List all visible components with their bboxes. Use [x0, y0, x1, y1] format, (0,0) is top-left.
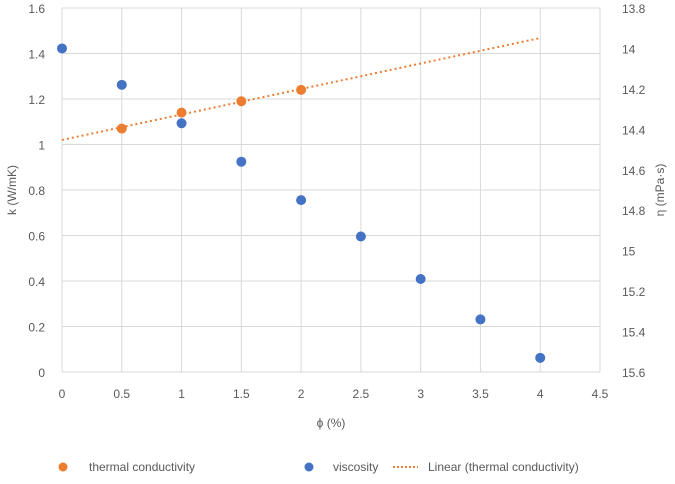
x-tick-label: 3.5: [472, 387, 489, 401]
y-tick-label: 1.2: [28, 93, 45, 107]
grid: [61, 7, 601, 373]
legend: thermal conductivity viscosity Linear (t…: [58, 460, 579, 474]
thermal-conductivity-point: [116, 123, 127, 134]
y2-tick-label: 15.2: [622, 285, 646, 299]
legend-label-thermal: thermal conductivity: [89, 460, 195, 474]
y2-axis-label: η (mPa·s): [653, 164, 667, 217]
trendline: [61, 37, 541, 141]
viscosity-point: [415, 273, 426, 284]
y-axis-label: k (W/mK): [5, 165, 19, 215]
viscosity-point: [116, 79, 127, 90]
y2-tick-label: 14.4: [622, 123, 646, 137]
viscosity-point: [355, 231, 366, 242]
x-tick-label: 2.5: [353, 387, 370, 401]
thermal-conductivity-point: [236, 96, 247, 107]
legend-label-trendline: Linear (thermal conductivity): [428, 460, 579, 474]
x-axis-label: ϕ (%): [317, 416, 346, 430]
x-tick-label: 1: [178, 387, 185, 401]
thermal-conductivity-point: [296, 84, 307, 95]
y-tick-label: 0.2: [28, 321, 45, 335]
y-tick-label: 0: [38, 366, 45, 380]
y2-tick-label: 13.8: [622, 2, 646, 16]
y-tick-label: 1: [38, 139, 45, 153]
y-tick-label: 0.6: [28, 230, 45, 244]
y2-tick-label: 15.4: [622, 326, 646, 340]
x-tick-label: 2: [298, 387, 305, 401]
y2-tick-label: 14.6: [622, 164, 646, 178]
x-tick-label: 3: [417, 387, 424, 401]
y-tick-label: 1.4: [28, 48, 45, 62]
x-tick-label: 0: [59, 387, 66, 401]
y2-tick-label: 14: [622, 42, 636, 56]
y-tick-label: 0.4: [28, 275, 45, 289]
viscosity-point: [296, 195, 307, 206]
viscosity-point: [236, 156, 247, 167]
viscosity-point: [57, 43, 67, 54]
y2-tick-label: 15.6: [622, 366, 646, 380]
x-tick-label: 1.5: [233, 387, 250, 401]
y-tick-label: 1.6: [28, 2, 45, 16]
x-tick-label: 4: [537, 387, 544, 401]
tick-labels: 0 0.5 1 1.5 2 2.5 3 3.5 4 4.5 0 0.2 0.4 0.6 0.8 1 1.2 1.4…: [28, 2, 645, 401]
data-marks: [57, 37, 546, 363]
y-tick-label: 0.8: [28, 184, 45, 198]
legend-marker-viscosity: [304, 462, 314, 472]
legend-label-viscosity: viscosity: [333, 460, 378, 474]
thermal-conductivity-point: [176, 107, 187, 118]
legend-marker-thermal: [58, 462, 68, 472]
viscosity-point: [535, 352, 546, 363]
x-tick-label: 4.5: [592, 387, 609, 401]
viscosity-point: [475, 314, 486, 325]
y2-tick-label: 15: [622, 245, 636, 259]
viscosity-point: [176, 118, 187, 129]
y2-tick-label: 14.8: [622, 204, 646, 218]
x-tick-label: 0.5: [113, 387, 130, 401]
y2-tick-label: 14.2: [622, 83, 646, 97]
